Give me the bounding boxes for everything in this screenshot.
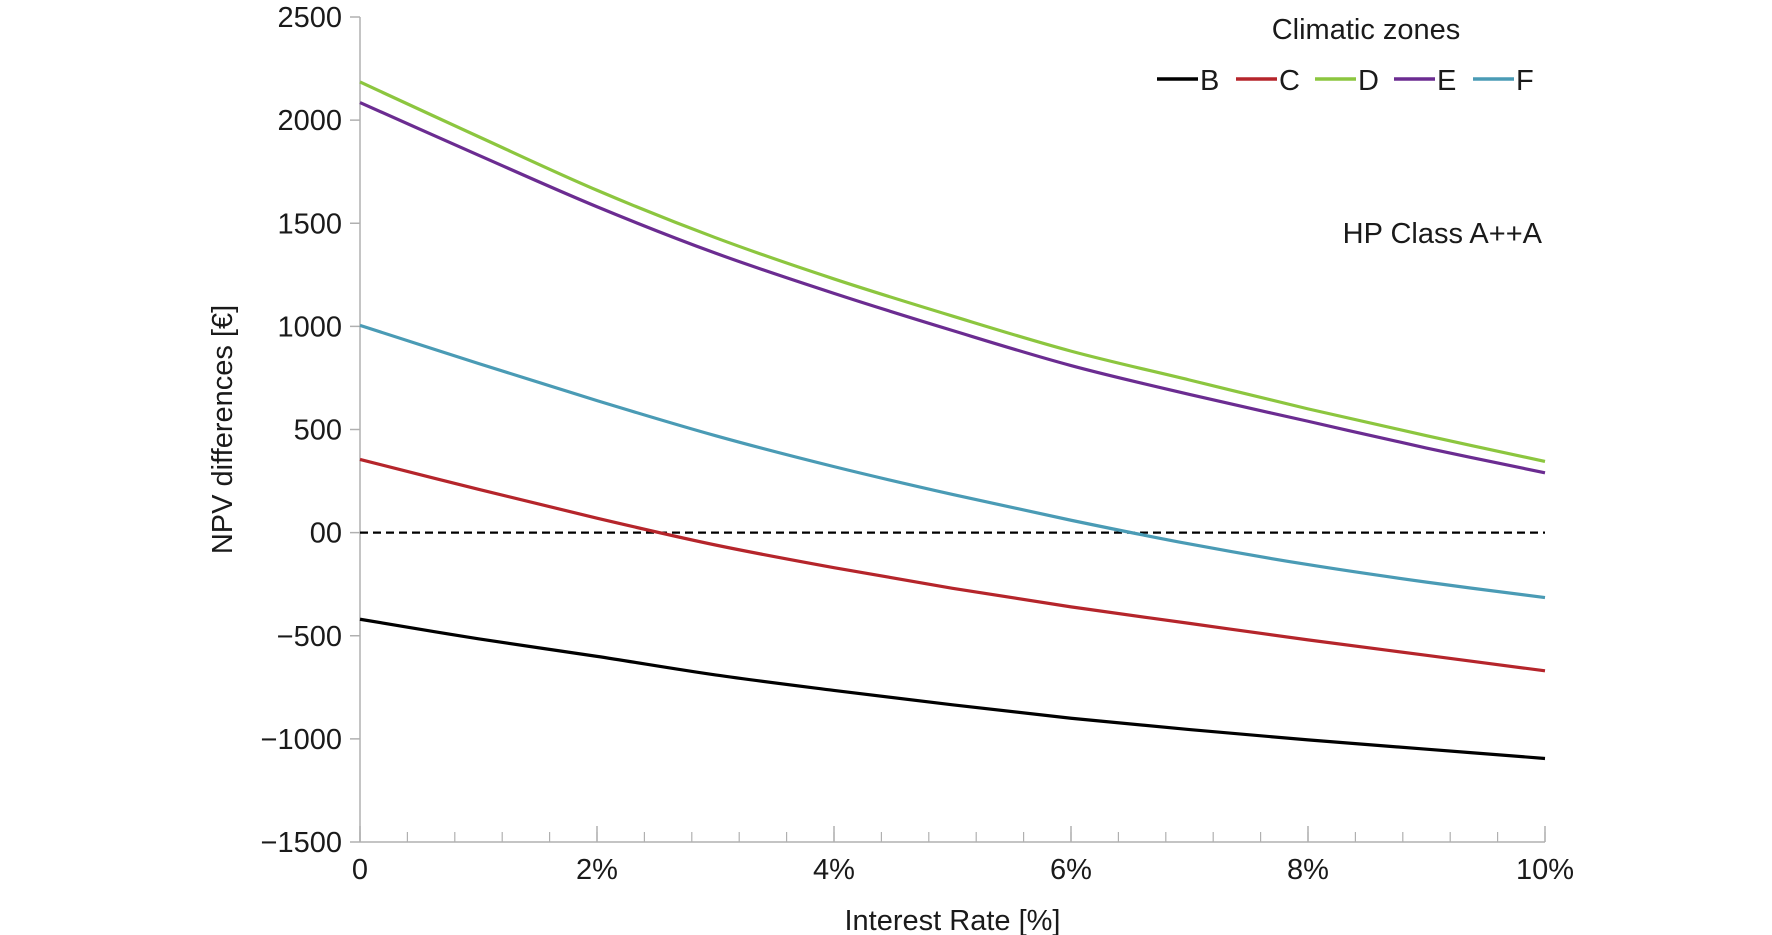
legend-label-c: C (1279, 65, 1300, 97)
series-line-e (359, 101, 1546, 475)
y-tick-label: 00 (310, 518, 342, 550)
series-line-b (359, 617, 1546, 761)
y-axis-title: NPV differences [€] (207, 305, 239, 554)
series-line-c (359, 457, 1546, 673)
chart-axes (359, 17, 1545, 843)
x-tick-label: 10% (1516, 854, 1574, 886)
x-ticks: 0 2% 4% 6% 8% 10% (352, 826, 1574, 886)
x-tick-label: 8% (1287, 854, 1329, 886)
y-tick-label: 2500 (277, 2, 342, 34)
legend-title: Climatic zones (1272, 14, 1461, 46)
y-tick-label: −1500 (261, 827, 342, 859)
y-tick-label: 1000 (277, 311, 342, 343)
legend-label-b: B (1200, 65, 1219, 97)
y-tick-label: −500 (277, 621, 342, 653)
y-tick-label: −1000 (261, 724, 342, 756)
series-line-f (359, 323, 1546, 600)
legend-items: B C D E F (1157, 65, 1534, 97)
x-tick-label: 2% (576, 854, 618, 886)
y-tick-label: 2000 (277, 105, 342, 137)
x-tick-label: 6% (1050, 854, 1092, 886)
legend-label-e: E (1437, 65, 1456, 97)
x-tick-label: 4% (813, 854, 855, 886)
legend-label-f: F (1516, 65, 1534, 97)
y-ticks: 2500 2000 1500 1000 500 00 −500 −1000 −1500 (261, 2, 360, 859)
chart-annotation: HP Class A++A (1343, 218, 1543, 250)
series-line-d (359, 80, 1546, 464)
legend-label-d: D (1358, 65, 1379, 97)
x-tick-label: 0 (352, 854, 368, 886)
x-axis-title: Interest Rate [%] (845, 905, 1061, 935)
y-tick-label: 500 (294, 415, 342, 447)
chart-legend: Climatic zones B C D E F (1157, 14, 1534, 97)
y-tick-label: 1500 (277, 208, 342, 240)
series-lines (359, 80, 1546, 761)
